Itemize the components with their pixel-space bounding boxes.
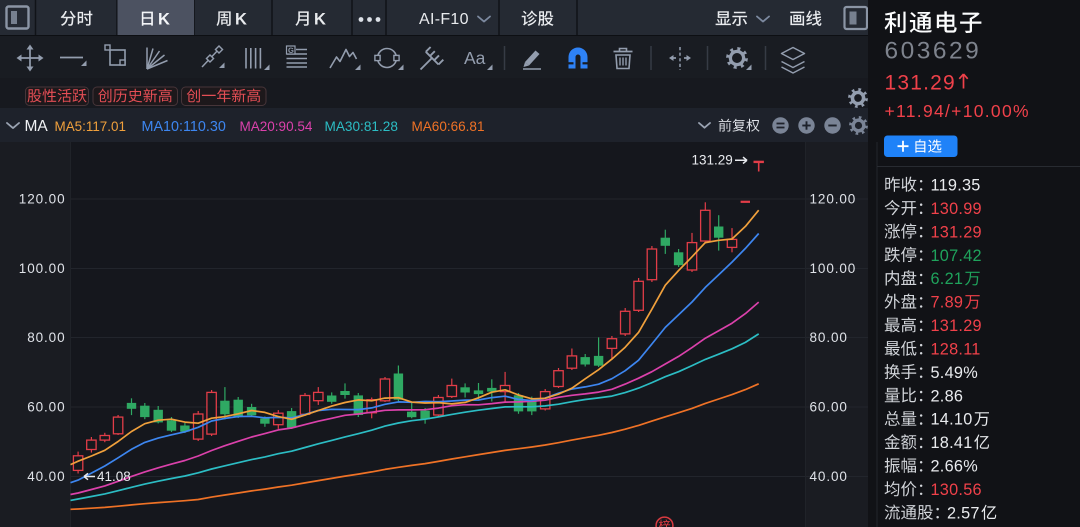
svg-text:K: K (158, 11, 170, 29)
svg-text:40.00: 40.00 (810, 469, 848, 484)
svg-text:MA10:110.30: MA10:110.30 (142, 119, 226, 135)
svg-text:7.89: 7.89 (931, 294, 964, 312)
svg-text:128.11: 128.11 (931, 340, 981, 358)
svg-text:131.29: 131.29 (931, 223, 982, 241)
svg-text:K: K (235, 11, 247, 29)
svg-text:5.49%: 5.49% (931, 364, 978, 382)
svg-text:2.86: 2.86 (931, 387, 964, 405)
svg-text:120.00: 120.00 (19, 192, 66, 207)
svg-text:131.29: 131.29 (931, 317, 982, 335)
svg-text:14.10: 14.10 (931, 411, 973, 429)
svg-text:130.99: 130.99 (931, 200, 982, 218)
svg-text:131.29: 131.29 (885, 72, 956, 95)
svg-text:+11.94/+10.00%: +11.94/+10.00% (885, 101, 1030, 121)
svg-text:Aa: Aa (464, 48, 486, 68)
svg-text:MA60:66.81: MA60:66.81 (412, 119, 485, 134)
svg-text:60.00: 60.00 (27, 400, 65, 415)
svg-text:107.42: 107.42 (931, 247, 982, 265)
svg-text:40.00: 40.00 (27, 469, 65, 484)
svg-text:603629: 603629 (885, 38, 982, 65)
svg-text:K: K (314, 11, 326, 29)
svg-text:119.35: 119.35 (931, 177, 981, 195)
svg-text:80.00: 80.00 (27, 330, 65, 345)
svg-text:120.00: 120.00 (810, 192, 857, 207)
svg-text:80.00: 80.00 (810, 330, 848, 345)
svg-text:MA20:90.54: MA20:90.54 (240, 119, 313, 134)
svg-text:AI-F10: AI-F10 (419, 11, 469, 28)
svg-text:41.08: 41.08 (97, 469, 131, 484)
svg-text:2.66%: 2.66% (931, 458, 978, 476)
svg-text:MA30:81.28: MA30:81.28 (325, 119, 398, 134)
svg-text:MA5:117.01: MA5:117.01 (55, 119, 126, 134)
svg-text:100.00: 100.00 (19, 261, 66, 276)
svg-text:130.56: 130.56 (931, 481, 982, 499)
svg-text:MA: MA (25, 118, 49, 135)
svg-text:18.41: 18.41 (931, 434, 973, 452)
svg-text:60.00: 60.00 (810, 400, 848, 415)
svg-text:131.29: 131.29 (692, 153, 733, 168)
svg-text:2.57: 2.57 (947, 504, 980, 522)
svg-text:6.21: 6.21 (931, 270, 964, 288)
svg-text:100.00: 100.00 (810, 261, 857, 276)
